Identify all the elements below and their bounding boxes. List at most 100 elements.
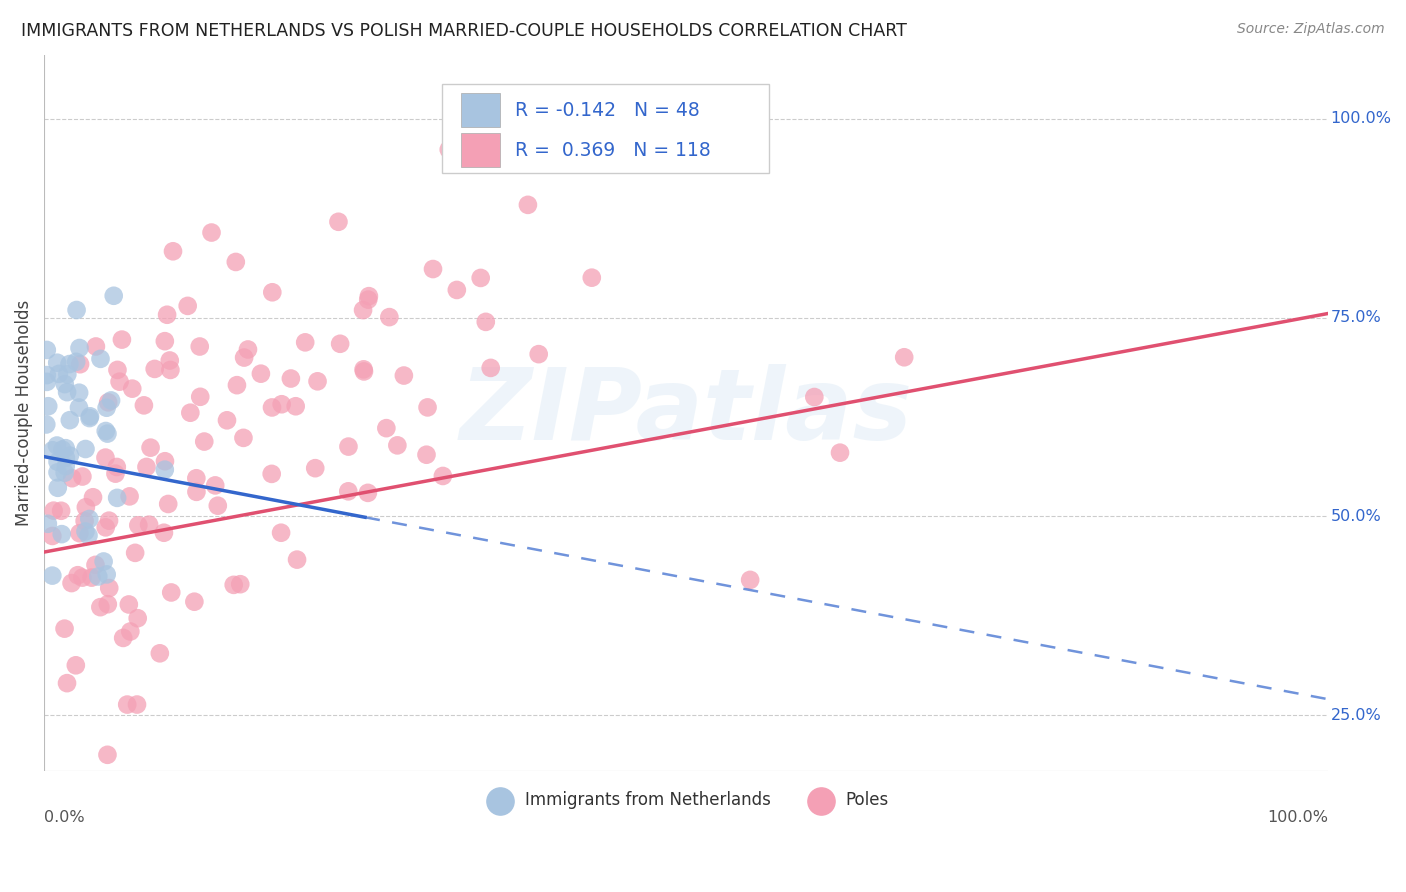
Point: [188, 390, 211, 404]
Point: [357, 289, 380, 303]
Point: [236, 343, 259, 357]
Point: [215, 413, 238, 427]
Point: [46, 466, 69, 480]
Point: [79, 409, 101, 424]
Point: [207, 499, 229, 513]
Point: [46, 481, 69, 495]
Point: [138, 517, 160, 532]
Point: [392, 368, 415, 383]
Point: [437, 143, 460, 157]
Point: [446, 283, 468, 297]
Point: [75, 524, 97, 539]
Legend: Immigrants from Netherlands, Poles: Immigrants from Netherlands, Poles: [477, 785, 896, 816]
Point: [270, 525, 292, 540]
Point: [270, 397, 292, 411]
Point: [143, 362, 166, 376]
Point: [55, 450, 77, 465]
Point: [375, 421, 398, 435]
Point: [186, 484, 208, 499]
Point: [97, 597, 120, 611]
Point: [470, 271, 492, 285]
Point: [59, 449, 82, 463]
Point: [135, 459, 157, 474]
Text: 0.0%: 0.0%: [44, 810, 84, 825]
Point: [56, 385, 79, 400]
Point: [75, 442, 97, 456]
Text: R = -0.142   N = 48: R = -0.142 N = 48: [515, 101, 700, 120]
Point: [422, 262, 444, 277]
Point: [516, 198, 538, 212]
Point: [186, 471, 208, 485]
Point: [294, 335, 316, 350]
Point: [87, 569, 110, 583]
Point: [60, 576, 83, 591]
Point: [79, 411, 101, 425]
Point: [357, 486, 380, 500]
Point: [160, 585, 183, 599]
Point: [304, 461, 326, 475]
Point: [98, 514, 121, 528]
Point: [94, 424, 117, 438]
Text: R =  0.369   N = 118: R = 0.369 N = 118: [515, 141, 711, 160]
Text: 100.0%: 100.0%: [1330, 112, 1392, 127]
Point: [55, 441, 77, 455]
Point: [49, 504, 72, 518]
Point: [285, 552, 308, 566]
Point: [69, 341, 91, 355]
Point: [72, 571, 94, 585]
Point: [232, 431, 254, 445]
Point: [159, 353, 181, 368]
Point: [46, 455, 69, 469]
Text: Source: ZipAtlas.com: Source: ZipAtlas.com: [1237, 22, 1385, 37]
Point: [55, 459, 77, 474]
Point: [229, 577, 252, 591]
Point: [120, 624, 142, 639]
Text: 25.0%: 25.0%: [1330, 707, 1381, 723]
Point: [35, 417, 58, 432]
Text: ZIPatlas: ZIPatlas: [460, 365, 912, 461]
Point: [46, 438, 69, 452]
Point: [97, 395, 120, 409]
Point: [65, 355, 87, 369]
Point: [581, 270, 603, 285]
Point: [260, 401, 283, 415]
Text: IMMIGRANTS FROM NETHERLANDS VS POLISH MARRIED-COUPLE HOUSEHOLDS CORRELATION CHAR: IMMIGRANTS FROM NETHERLANDS VS POLISH MA…: [21, 22, 907, 40]
Point: [337, 484, 360, 499]
Point: [183, 595, 205, 609]
Point: [58, 357, 80, 371]
Point: [893, 351, 915, 365]
Point: [353, 362, 375, 376]
Point: [111, 333, 134, 347]
Point: [105, 460, 128, 475]
Point: [60, 471, 83, 485]
Point: [42, 503, 65, 517]
Point: [127, 518, 149, 533]
Point: [475, 315, 498, 329]
Point: [284, 399, 307, 413]
Point: [103, 289, 125, 303]
Point: [188, 339, 211, 353]
Point: [67, 385, 90, 400]
Point: [179, 406, 201, 420]
Point: [250, 367, 273, 381]
Point: [89, 351, 111, 366]
Point: [127, 611, 149, 625]
Point: [432, 469, 454, 483]
Point: [387, 438, 409, 452]
Point: [828, 445, 851, 459]
Point: [149, 646, 172, 660]
Point: [77, 528, 100, 542]
Point: [159, 363, 181, 377]
Point: [112, 631, 135, 645]
Point: [53, 466, 76, 480]
Point: [79, 512, 101, 526]
Point: [37, 516, 59, 531]
Point: [96, 426, 118, 441]
Point: [479, 360, 502, 375]
FancyBboxPatch shape: [461, 93, 499, 128]
Point: [193, 434, 215, 449]
Point: [56, 368, 79, 382]
Point: [56, 676, 79, 690]
Point: [176, 299, 198, 313]
Point: [226, 378, 249, 392]
